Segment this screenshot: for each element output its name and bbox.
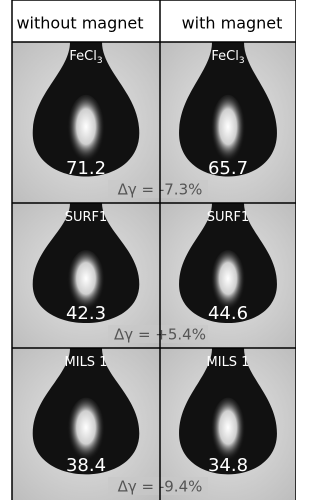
surface-tension-value: 34.8: [208, 455, 248, 476]
surface-tension-value: 44.6: [208, 303, 248, 324]
drop-label: MILS 1: [65, 355, 108, 370]
drop-label: SURF1: [207, 210, 250, 225]
drop-highlight: [211, 95, 245, 166]
label-text: FeCl: [211, 49, 238, 64]
surface-tension-value: 42.3: [66, 303, 106, 324]
drop-highlight: [211, 398, 245, 464]
surface-tension-value: 71.2: [66, 158, 106, 179]
surface-tension-value: 38.4: [66, 455, 106, 476]
drop-label: MILS 1: [207, 355, 250, 370]
label-text: SURF1: [65, 210, 108, 225]
drop-highlight: [67, 95, 104, 166]
column-header: with magnet: [182, 14, 283, 33]
column-header: without magnet: [16, 14, 143, 33]
figure: without magnet with magnet FeCl371.2FeCl…: [0, 0, 296, 500]
label-text: MILS 1: [207, 355, 250, 370]
label-text: FeCl: [69, 49, 96, 64]
label-subscript: 3: [239, 56, 245, 66]
drop-label: SURF1: [65, 210, 108, 225]
label-subscript: 3: [97, 56, 103, 66]
page: {"header": ["without magnet", "with magn…: [0, 0, 320, 500]
surface-tension-value: 65.7: [208, 158, 248, 179]
drop-highlight: [67, 398, 104, 464]
label-text: SURF1: [207, 210, 250, 225]
label-text: MILS 1: [65, 355, 108, 370]
